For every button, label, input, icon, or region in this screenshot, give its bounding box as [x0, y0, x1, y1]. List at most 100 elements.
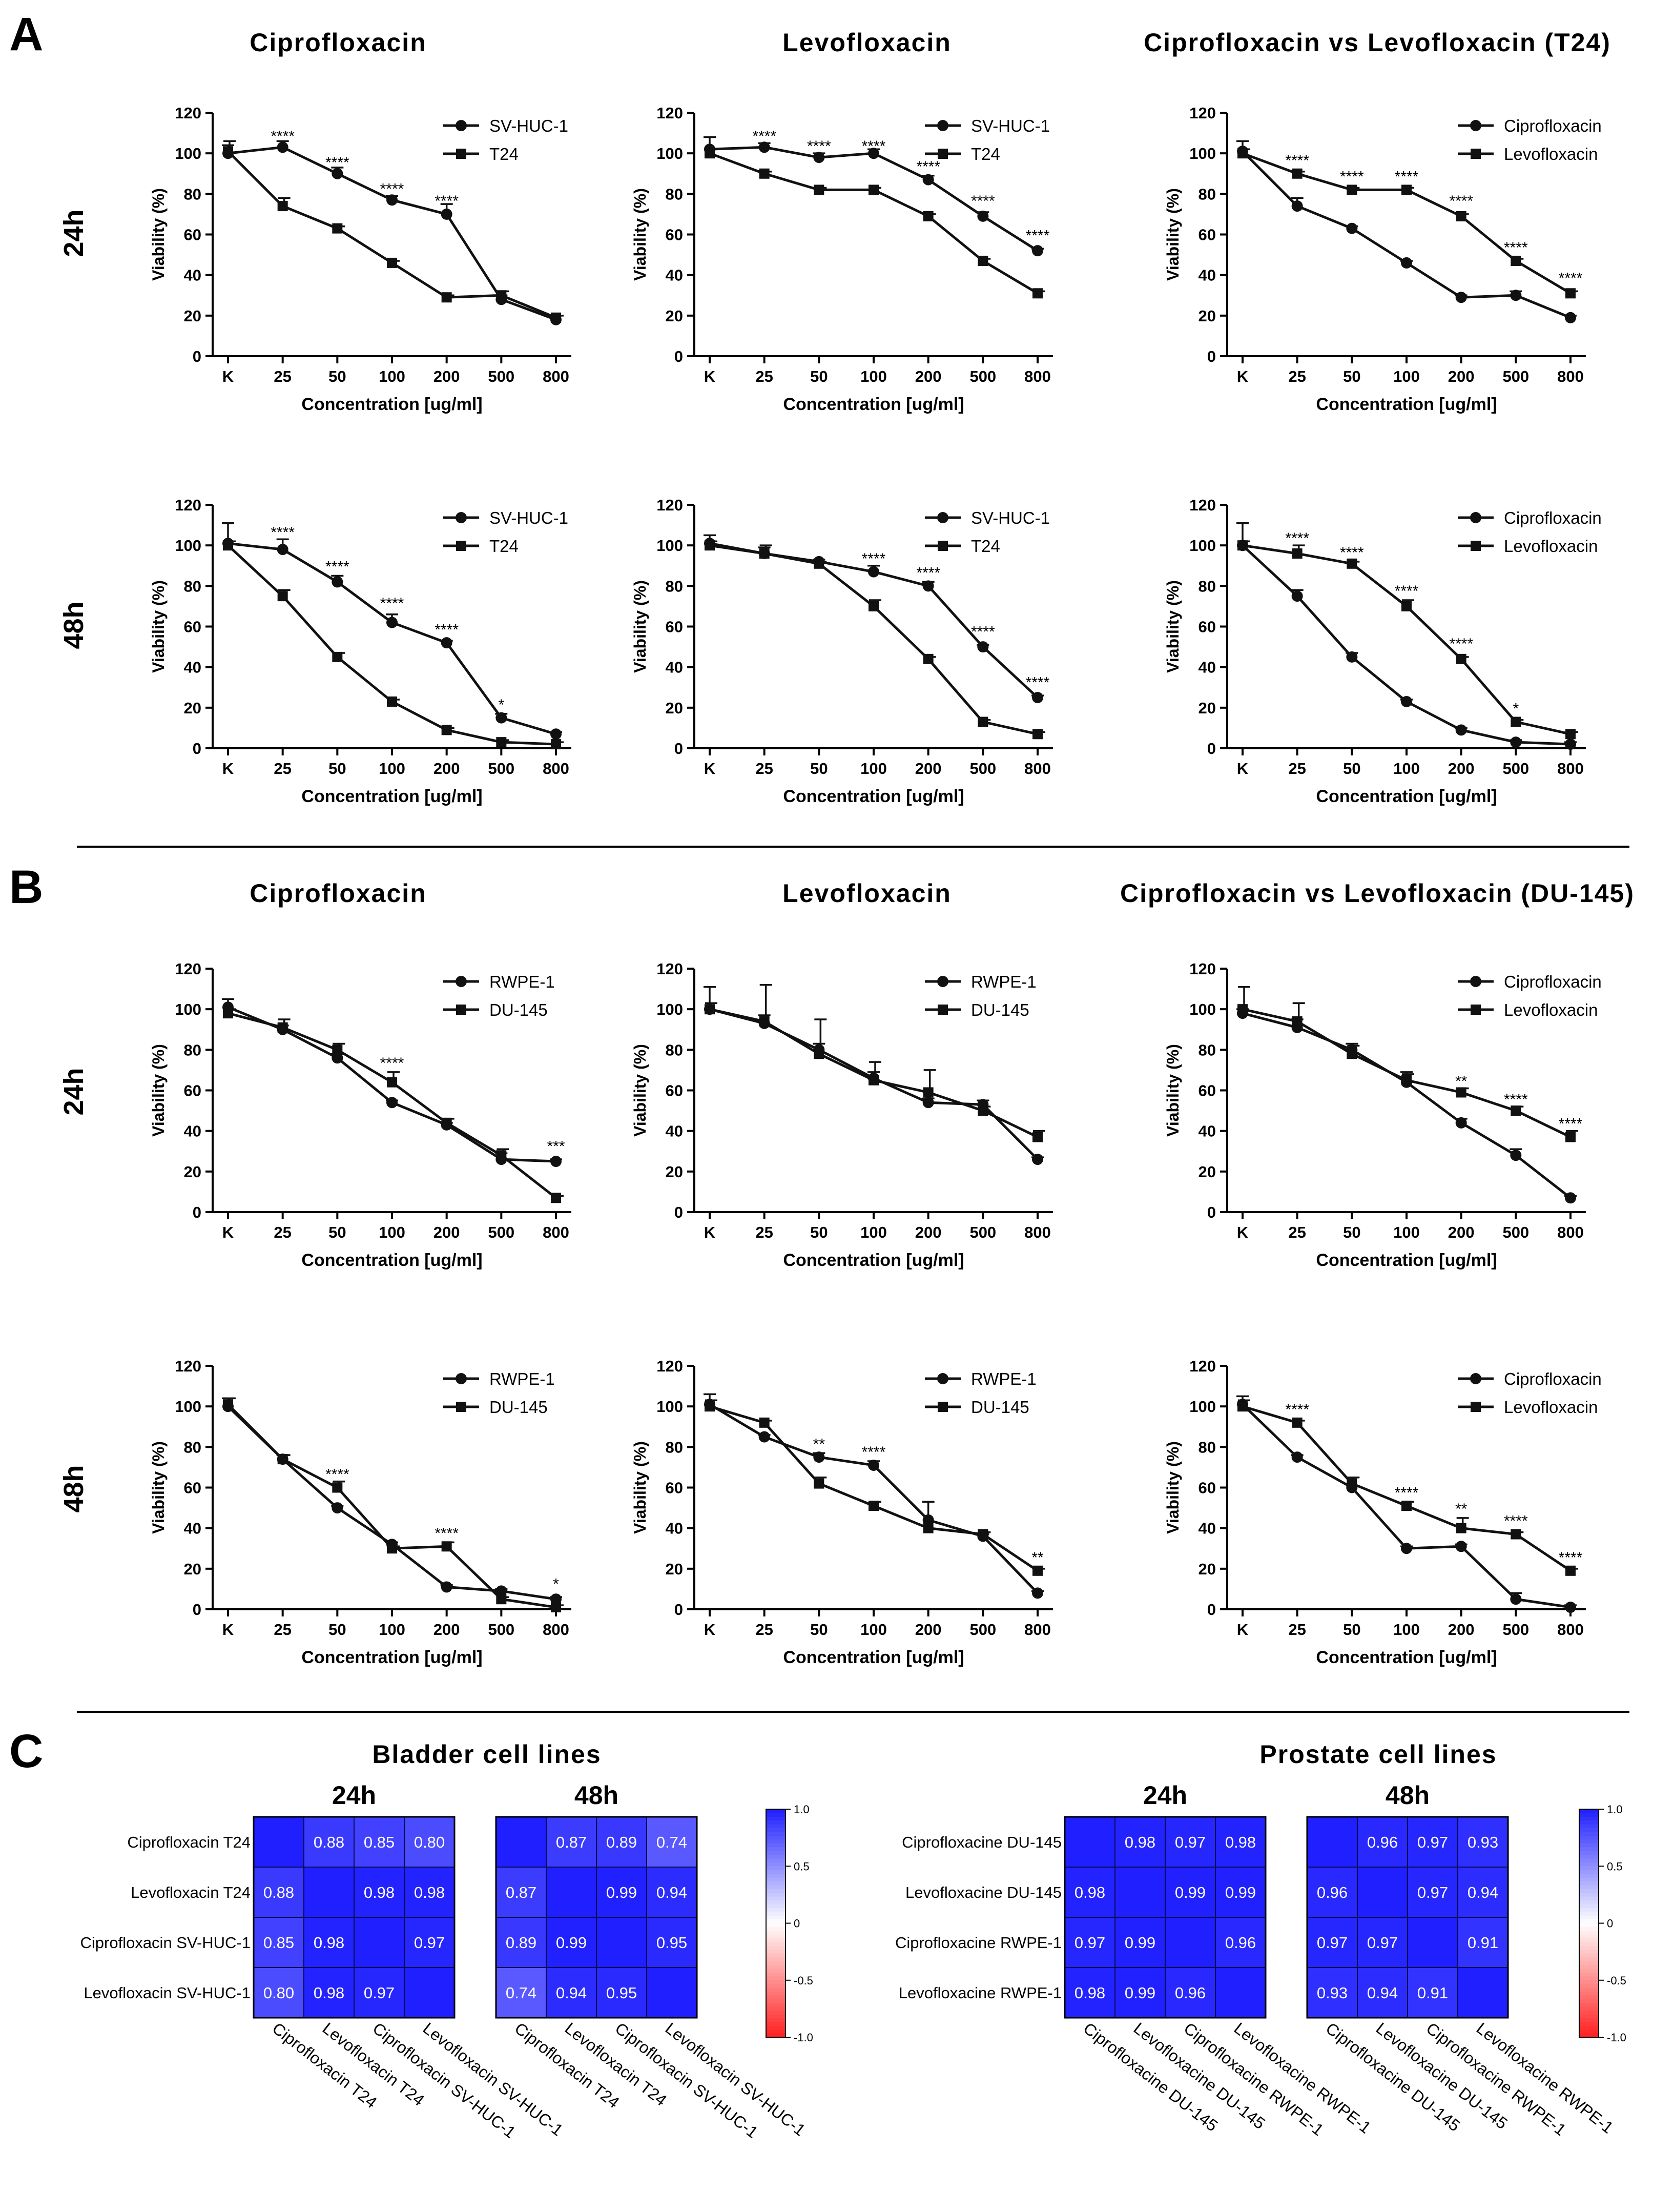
- data-point: [1032, 1565, 1043, 1576]
- heatmap-cell-value: 0.98: [314, 1934, 344, 1952]
- heatmap-cell-value: 0.99: [1175, 1883, 1206, 1901]
- significance-label: ****: [862, 550, 886, 567]
- y-tick-label: 80: [1198, 1041, 1216, 1059]
- x-tick-label: 50: [1343, 1223, 1360, 1241]
- data-point: [759, 1016, 770, 1027]
- heatmap-cell: [1165, 1967, 1216, 2018]
- data-point: [1565, 1192, 1576, 1204]
- significance-label: ****: [971, 193, 995, 210]
- significance-label: ****: [1285, 152, 1309, 169]
- heatmap-cell-value: 0.99: [606, 1883, 637, 1901]
- legend-marker: [937, 512, 948, 523]
- data-point: [495, 1585, 507, 1597]
- significance-label: ****: [1449, 636, 1473, 652]
- colorbar-segment: [1579, 1919, 1599, 1924]
- x-tick-label: K: [222, 1621, 234, 1638]
- colorbar-segment: [766, 1995, 786, 2000]
- significance-label: *: [553, 1575, 559, 1592]
- x-axis-label: Concentration [ug/ml]: [783, 1648, 964, 1667]
- colorbar-segment: [766, 1942, 786, 1947]
- line-chart-b-24h-3: 0 20 40 60 80 100 120 K 25 50 100 200 500 800 Concentr…: [1164, 960, 1602, 1270]
- colorbar-tick-label: -0.5: [794, 1974, 813, 1987]
- x-tick-label: 800: [543, 1621, 569, 1638]
- colorbar-segment: [766, 1904, 786, 1909]
- significance-label: ****: [435, 1525, 459, 1542]
- legend-label: Ciprofloxacin: [1504, 116, 1602, 135]
- y-tick-label: 40: [1198, 267, 1216, 284]
- y-tick-label: 120: [175, 1357, 201, 1375]
- y-tick-label: 100: [656, 1000, 683, 1018]
- heatmap-cell-value: 0.88: [263, 1883, 294, 1901]
- heatmap-cell-value: 0.98: [1125, 1833, 1155, 1851]
- heatmap-cell-value: 0.97: [414, 1934, 445, 1952]
- significance-label: **: [1455, 1073, 1468, 1090]
- x-tick-label: 200: [915, 1621, 942, 1638]
- series-t24: [223, 540, 564, 750]
- legend-marker: [1470, 1373, 1481, 1384]
- y-tick-label: 20: [1198, 1163, 1216, 1181]
- colorbar-segment: [1579, 1999, 1599, 2004]
- panel-c-prostate-title: Prostate cell lines: [1259, 1740, 1497, 1769]
- heatmap-cell: [1064, 1867, 1115, 1918]
- heatmap-row-label: Ciprofloxacine DU-145: [902, 1833, 1062, 1851]
- heatmap-cell-value: 0.74: [656, 1833, 687, 1851]
- data-point: [332, 576, 343, 588]
- panel-b-row-label-24h: 24h: [58, 1068, 89, 1115]
- colorbar-segment: [1579, 1851, 1599, 1855]
- data-point: [759, 1417, 770, 1428]
- colorbar-segment: [766, 1813, 786, 1817]
- heatmap-cell-value: 0.94: [1367, 1984, 1398, 2002]
- data-point: [1292, 168, 1303, 179]
- panel-a-row-label-48h: 48h: [58, 601, 89, 649]
- colorbar-segment: [1579, 1889, 1599, 1894]
- heatmap-cell-value: 0.98: [1074, 1984, 1105, 2002]
- data-point: [1237, 1401, 1248, 1412]
- x-tick-label: K: [704, 1223, 716, 1241]
- x-tick-label: 100: [860, 1621, 887, 1638]
- x-axis-label: Concentration [ug/ml]: [1316, 1251, 1497, 1270]
- colorbar-tick-label: 0: [794, 1917, 800, 1930]
- heatmap-cell: [596, 1917, 647, 1968]
- heatmap-cell-value: 0.85: [263, 1934, 294, 1952]
- heatmap-cell: [354, 1816, 405, 1868]
- heatmap-border: [495, 1816, 698, 2019]
- data-point: [1565, 729, 1576, 740]
- data-point: [551, 312, 561, 323]
- x-tick-label: 25: [755, 760, 773, 777]
- x-tick-label: 25: [1288, 367, 1306, 385]
- heatmap-time-label: 48h: [1386, 1781, 1430, 1810]
- data-point: [1510, 1150, 1522, 1161]
- x-tick-label: 200: [915, 1223, 942, 1241]
- colorbar-segment: [766, 1866, 786, 1871]
- colorbar-segment: [766, 1946, 786, 1951]
- x-tick-label: 25: [1288, 760, 1306, 777]
- colorbar-segment: [766, 1923, 786, 1928]
- y-tick-label: 60: [1198, 1082, 1216, 1100]
- legend-marker: [1471, 1402, 1481, 1412]
- y-tick-label: 120: [175, 496, 201, 514]
- line-chart-b-24h-2: 0 20 40 60 80 100 120 K 25 50 100 200 500 800 Concentr…: [631, 960, 1053, 1270]
- data-point: [332, 1482, 343, 1493]
- heatmap-row-label: Ciprofloxacin T24: [127, 1833, 251, 1851]
- y-tick-label: 60: [184, 1082, 201, 1100]
- heatmap-cell-value: 0.96: [1367, 1833, 1398, 1851]
- data-point: [1291, 590, 1303, 602]
- x-tick-label: 50: [328, 1621, 346, 1638]
- panel-letter-a: A: [9, 8, 43, 60]
- x-axis-label: Concentration [ug/ml]: [783, 395, 964, 414]
- legend-marker: [456, 976, 467, 987]
- x-tick-label: 100: [1393, 1621, 1420, 1638]
- x-tick-label: 800: [543, 367, 569, 385]
- heatmap-cell-value: 0.80: [414, 1833, 445, 1851]
- panel-c-bladder-title: Bladder cell lines: [372, 1740, 601, 1769]
- colorbar-segment: [1579, 1912, 1599, 1916]
- colorbar-bladder: 1.0 0.5 0 -0.5 -1.0: [766, 1803, 813, 2044]
- x-tick-label: 200: [433, 760, 460, 777]
- x-tick-label: 100: [1393, 367, 1420, 385]
- legend-label: DU-145: [971, 1398, 1029, 1417]
- y-axis-label: Viability (%): [631, 580, 649, 673]
- x-tick-label: 800: [1024, 760, 1051, 777]
- y-tick-label: 0: [1207, 1203, 1216, 1221]
- heatmap-cell-value: 0.91: [1417, 1984, 1448, 2002]
- x-tick-label: 200: [1448, 367, 1475, 385]
